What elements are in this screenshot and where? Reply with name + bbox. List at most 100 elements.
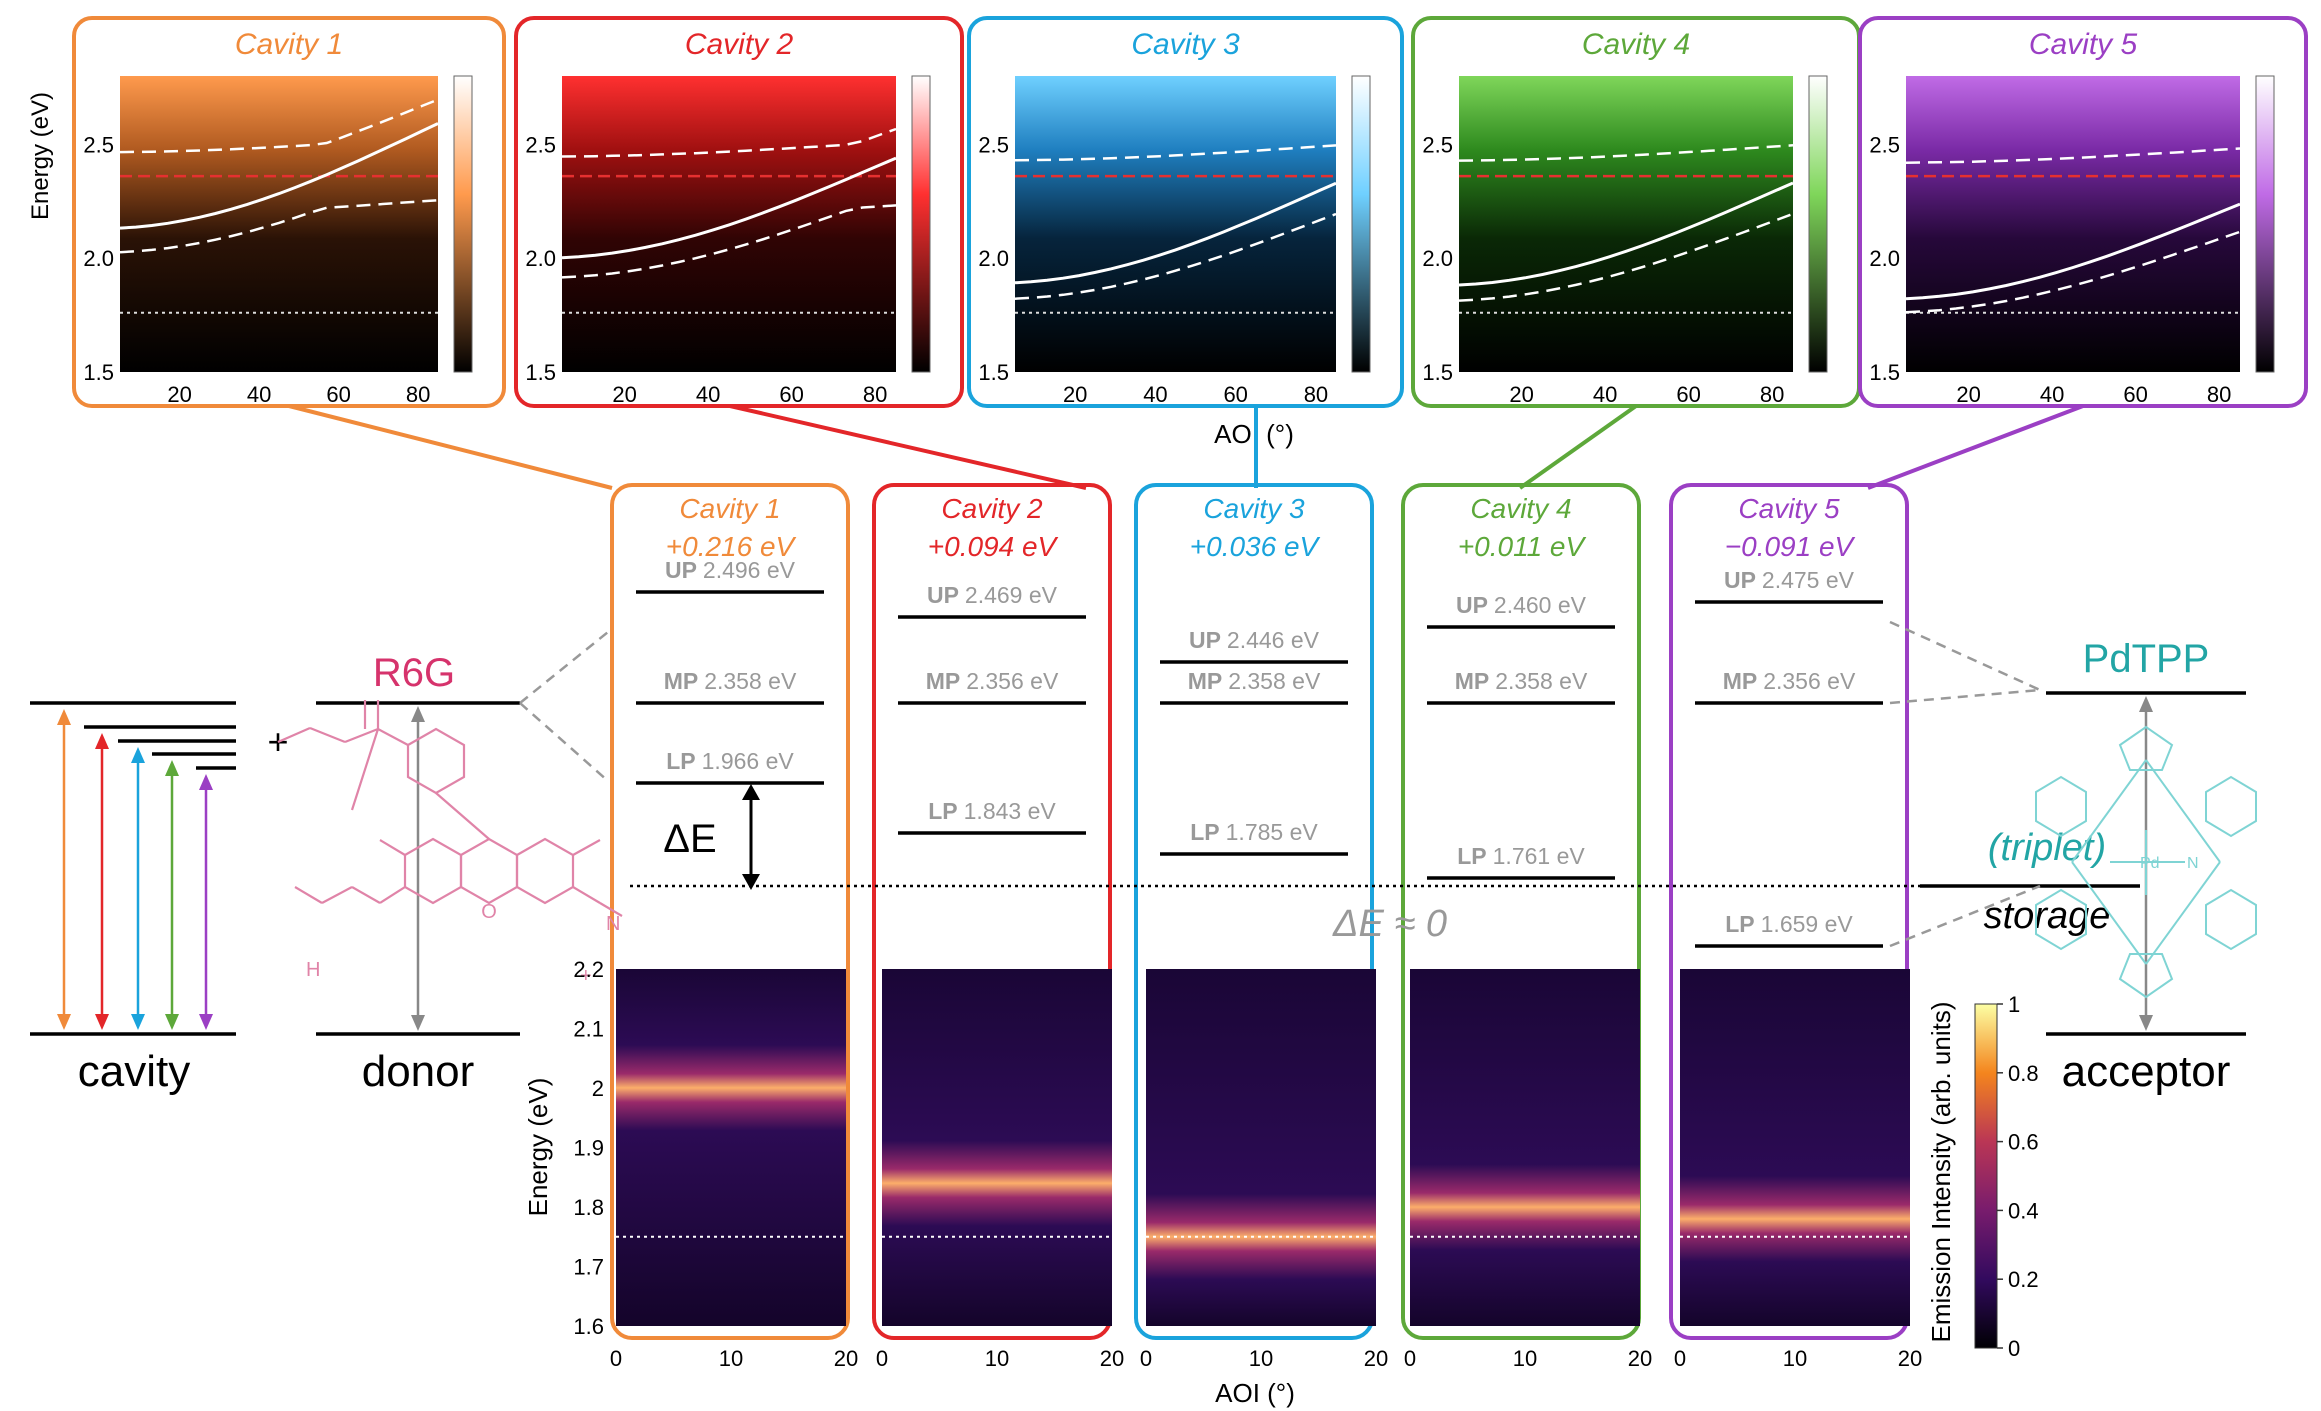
level-name: LP xyxy=(928,798,957,824)
polariton-label-up: UP 2.460 eV xyxy=(1456,592,1587,618)
y-tick-label: 2.5 xyxy=(525,132,556,157)
panel-connector-line xyxy=(729,404,1087,490)
arrow-head-up xyxy=(57,709,71,725)
x-tick-label: 80 xyxy=(863,382,887,407)
panel-title: Cavity 1 xyxy=(235,28,343,61)
level-name: LP xyxy=(1190,819,1219,845)
emission-x-tick: 10 xyxy=(719,1346,743,1371)
cavity-level-box: Cavity 4 +0.011 eV UP 2.460 eV MP 2.358 eV LP 1… xyxy=(1401,483,1652,1371)
emission-x-tick: 0 xyxy=(610,1346,622,1371)
panel-frame xyxy=(514,16,964,408)
emission-band xyxy=(1410,969,1640,1326)
cavity-mode-curve xyxy=(1905,202,2241,301)
y-tick-label: 2.0 xyxy=(525,246,556,271)
polariton-label-mp: MP 2.356 eV xyxy=(926,668,1059,694)
x-tick-label: 60 xyxy=(1223,382,1247,407)
emission-colorbar: 0 0.2 0.4 0.6 0.8 1 Emission Intensity (arb. … xyxy=(1926,992,2039,1361)
arrow-head-down xyxy=(57,1014,71,1030)
donor-diagram: R6G donor xyxy=(316,631,609,1096)
panel-title: Cavity 2 xyxy=(685,28,794,61)
emission-y-axis-label: Energy (eV) xyxy=(523,1078,553,1217)
x-tick-label: 80 xyxy=(2207,382,2231,407)
x-tick-label: 20 xyxy=(1063,382,1087,407)
emission-x-tick: 20 xyxy=(1898,1346,1922,1371)
acceptor-name: PdTPP xyxy=(2083,637,2210,681)
level-box-frame xyxy=(1401,483,1641,1340)
x-tick-label: 80 xyxy=(1760,382,1784,407)
x-tick-label: 20 xyxy=(1509,382,1533,407)
level-value: 2.496 eV xyxy=(703,557,796,583)
reflectivity-panel: Cavity 4 1.5 2.0 2.5 20 40 60 80 xyxy=(1411,16,1861,408)
emission-band xyxy=(616,969,846,1326)
level-value: 2.356 eV xyxy=(1763,668,1856,694)
pdtpp-n-atom: N xyxy=(2187,855,2199,872)
acceptor-diagram: PdTPP acceptor (triplet) storage xyxy=(1920,637,2246,1096)
x-tick-label: 40 xyxy=(1143,382,1167,407)
panel-colorbar xyxy=(2255,75,2275,373)
x-tick-label: 40 xyxy=(2040,382,2064,407)
cavity-box-title: Cavity 1 xyxy=(679,493,780,524)
level-name: MP xyxy=(1723,668,1758,694)
level-value: 2.358 eV xyxy=(1495,668,1588,694)
panel-title: Cavity 5 xyxy=(2029,28,2138,61)
level-name: MP xyxy=(1455,668,1490,694)
y-tick-label: 2.5 xyxy=(978,132,1009,157)
emission-x-tick: 10 xyxy=(1249,1346,1273,1371)
x-tick-label: 20 xyxy=(612,382,636,407)
x-tick-label: 60 xyxy=(2123,382,2147,407)
cavity-box-title: Cavity 3 xyxy=(1203,493,1305,524)
lower-polariton-curve xyxy=(1014,212,1337,300)
cavity-energy-schematic xyxy=(30,701,236,1036)
level-value: 1.966 eV xyxy=(702,748,795,774)
emission-x-tick: 0 xyxy=(1140,1346,1152,1371)
emission-x-tick: 20 xyxy=(1628,1346,1652,1371)
emission-y-tick: 2 xyxy=(592,1076,604,1101)
colorbar-tick-label: 0.2 xyxy=(2008,1267,2039,1292)
upper-polariton-curve xyxy=(1014,144,1337,162)
acceptor-label: acceptor xyxy=(2062,1047,2231,1096)
level-value: 1.659 eV xyxy=(1761,911,1854,937)
cavity-mode-curve xyxy=(1458,181,1794,287)
arrow-head-down xyxy=(199,1014,213,1030)
panel-connectors xyxy=(288,404,2084,490)
panel-colorbar xyxy=(453,75,473,373)
cavity-detuning: +0.036 eV xyxy=(1190,531,1321,562)
polariton-label-mp: MP 2.358 eV xyxy=(1455,668,1588,694)
level-name: MP xyxy=(664,668,699,694)
cavity-box-title: Cavity 5 xyxy=(1738,493,1840,524)
polariton-label-up: UP 2.496 eV xyxy=(665,557,796,583)
cavity-box-title: Cavity 4 xyxy=(1470,493,1571,524)
upper-polariton-curve xyxy=(1458,144,1794,162)
reflectivity-panel: Cavity 1 1.5 2.0 2.5 20 40 60 80 xyxy=(72,16,506,408)
cavity-level-box: Cavity 5 −0.091 eV UP 2.475 eV MP 2.356 eV LP 1… xyxy=(1669,483,1922,1371)
panel-colorbar xyxy=(1808,75,1828,373)
panel-connector-line xyxy=(1518,404,1638,490)
level-box-frame xyxy=(1134,483,1374,1340)
panel-colorbar xyxy=(911,75,931,373)
reflectivity-heatmap xyxy=(1906,76,2240,372)
level-value: 2.460 eV xyxy=(1494,592,1587,618)
r6g-n-atom: N xyxy=(606,913,620,935)
emission-x-tick: 0 xyxy=(876,1346,888,1371)
polariton-label-up: UP 2.475 eV xyxy=(1724,567,1855,593)
top-y-axis-label: Energy (eV) xyxy=(27,92,54,220)
cavity-detuning: −0.091 eV xyxy=(1725,531,1856,562)
emission-x-tick: 20 xyxy=(1100,1346,1124,1371)
arrow-head-down xyxy=(131,1014,145,1030)
x-tick-label: 40 xyxy=(1593,382,1617,407)
level-box-frame xyxy=(610,483,850,1340)
lower-polariton-curve xyxy=(1458,212,1794,302)
y-tick-label: 2.5 xyxy=(1422,132,1453,157)
pdtpp-molecule-drawing: Pd N xyxy=(2035,725,2257,999)
cavity-box-title: Cavity 2 xyxy=(941,493,1043,524)
level-value: 2.358 eV xyxy=(1228,668,1321,694)
x-tick-label: 60 xyxy=(779,382,803,407)
reflectivity-panel: Cavity 5 1.5 2.0 2.5 20 40 60 80 xyxy=(1858,16,2308,408)
cavity-detuning: +0.094 eV xyxy=(928,531,1059,562)
reflectivity-panels: Cavity 1 1.5 2.0 2.5 20 40 60 80 Cavity 2 1.5 2.0 2… xyxy=(72,16,2308,408)
acceptor-connectors xyxy=(1889,620,2041,948)
colorbar-tick-label: 1 xyxy=(2008,992,2020,1017)
y-tick-label: 1.5 xyxy=(978,360,1009,385)
